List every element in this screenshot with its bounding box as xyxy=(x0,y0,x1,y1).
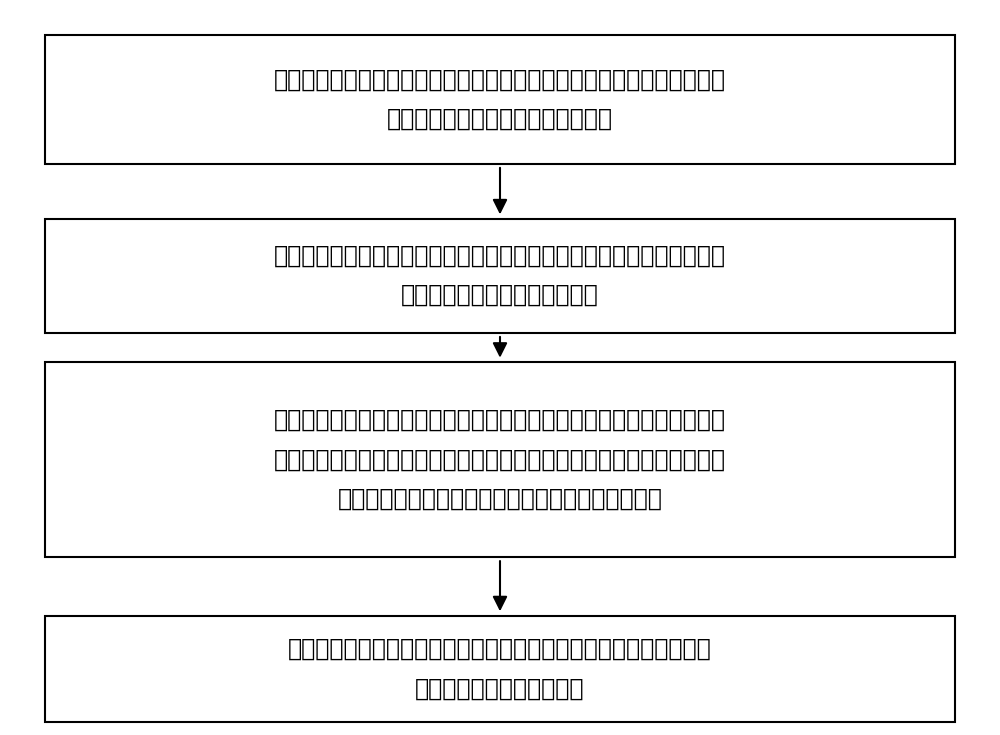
Bar xyxy=(45,616,955,722)
Text: 根据两段光纤中的斯托克斯光通量与反斯托克斯光通量之比，获得斯托克
斯与反斯托克斯光的衰减系数差方程: 根据两段光纤中的斯托克斯光通量与反斯托克斯光通量之比，获得斯托克 斯与反斯托克斯… xyxy=(274,68,726,131)
Bar xyxy=(45,219,955,333)
Text: 解出引入拟合衰减差的温度解调方程，并通过该方程获得两段光纤所测温
度值，根据两段光纤的位置、三组输出信号值及解调温度值，温度解调方
程和光通量与瑞利噪声的关系方: 解出引入拟合衰减差的温度解调方程，并通过该方程获得两段光纤所测温 度值，根据两段… xyxy=(274,408,726,511)
Text: 获得最终的引入拟合衰减差及进一步消除瑞利噪声的温度解调方程，
以该方程实现温度自修正。: 获得最终的引入拟合衰减差及进一步消除瑞利噪声的温度解调方程， 以该方程实现温度自… xyxy=(288,637,712,700)
Text: 通过输出信号值及衰减差方程，获得衰减差与温度的关系图，拟合后获得
衰减差关于温度的拟合曲线方程: 通过输出信号值及衰减差方程，获得衰减差与温度的关系图，拟合后获得 衰减差关于温度… xyxy=(274,244,726,307)
Bar xyxy=(45,362,955,557)
Bar xyxy=(45,35,955,164)
